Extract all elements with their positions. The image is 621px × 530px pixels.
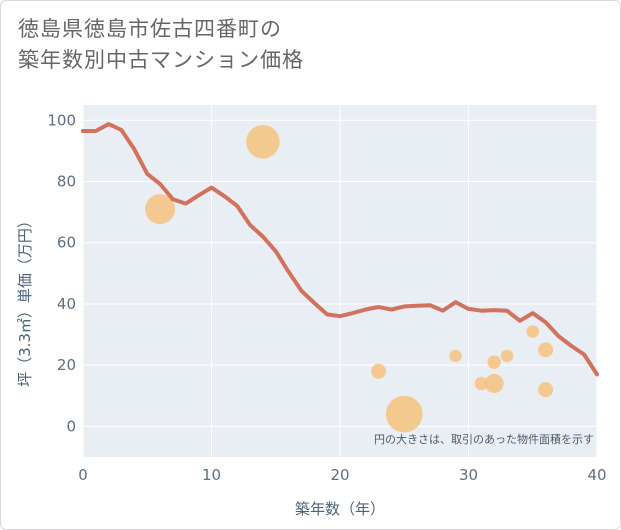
transaction-bubble <box>538 382 554 398</box>
y-tick-label: 80 <box>57 173 76 191</box>
grid-lines <box>82 105 598 457</box>
chart-title: 徳島県徳島市佐古四番町の 築年数別中古マンション価格 <box>18 14 378 76</box>
transaction-bubble <box>385 395 423 433</box>
transaction-bubble <box>371 363 387 379</box>
y-tick-label: 100 <box>47 111 76 129</box>
chart-title-line-2: 築年数別中古マンション価格 <box>18 48 304 72</box>
transaction-bubble <box>526 325 540 338</box>
transaction-bubbles <box>145 124 554 433</box>
x-tick-label: 0 <box>78 466 88 484</box>
transaction-bubble <box>500 349 514 363</box>
transaction-bubble <box>449 349 462 363</box>
transaction-bubble <box>538 342 554 358</box>
average-price-line <box>81 122 599 377</box>
chart-title-line-1: 徳島県徳島市佐古四番町の <box>18 17 282 41</box>
y-tick-label: 0 <box>66 417 76 435</box>
y-tick-label: 60 <box>57 234 76 252</box>
transaction-bubble <box>246 124 280 159</box>
transaction-bubble <box>487 355 501 369</box>
transaction-bubble <box>474 376 489 391</box>
y-tick-label: 40 <box>57 295 76 313</box>
x-tick-label: 30 <box>459 466 478 484</box>
x-tick-label: 40 <box>587 466 606 484</box>
bubble-size-note: 円の大きさは、取引のあった物件面積を示す <box>374 432 594 446</box>
x-tick-label: 20 <box>330 466 349 484</box>
transaction-bubble <box>145 194 176 225</box>
y-tick-labels: 0 20 40 60 80 100 <box>47 111 76 435</box>
x-tick-label: 10 <box>202 466 221 484</box>
x-axis-label: 築年数（年） <box>295 500 385 518</box>
y-tick-label: 20 <box>57 356 76 374</box>
x-tick-labels: 0 10 20 30 40 <box>78 466 606 484</box>
y-axis-label: 坪（3.3㎡）単価（万円） <box>16 213 34 387</box>
transaction-bubble <box>484 374 504 394</box>
